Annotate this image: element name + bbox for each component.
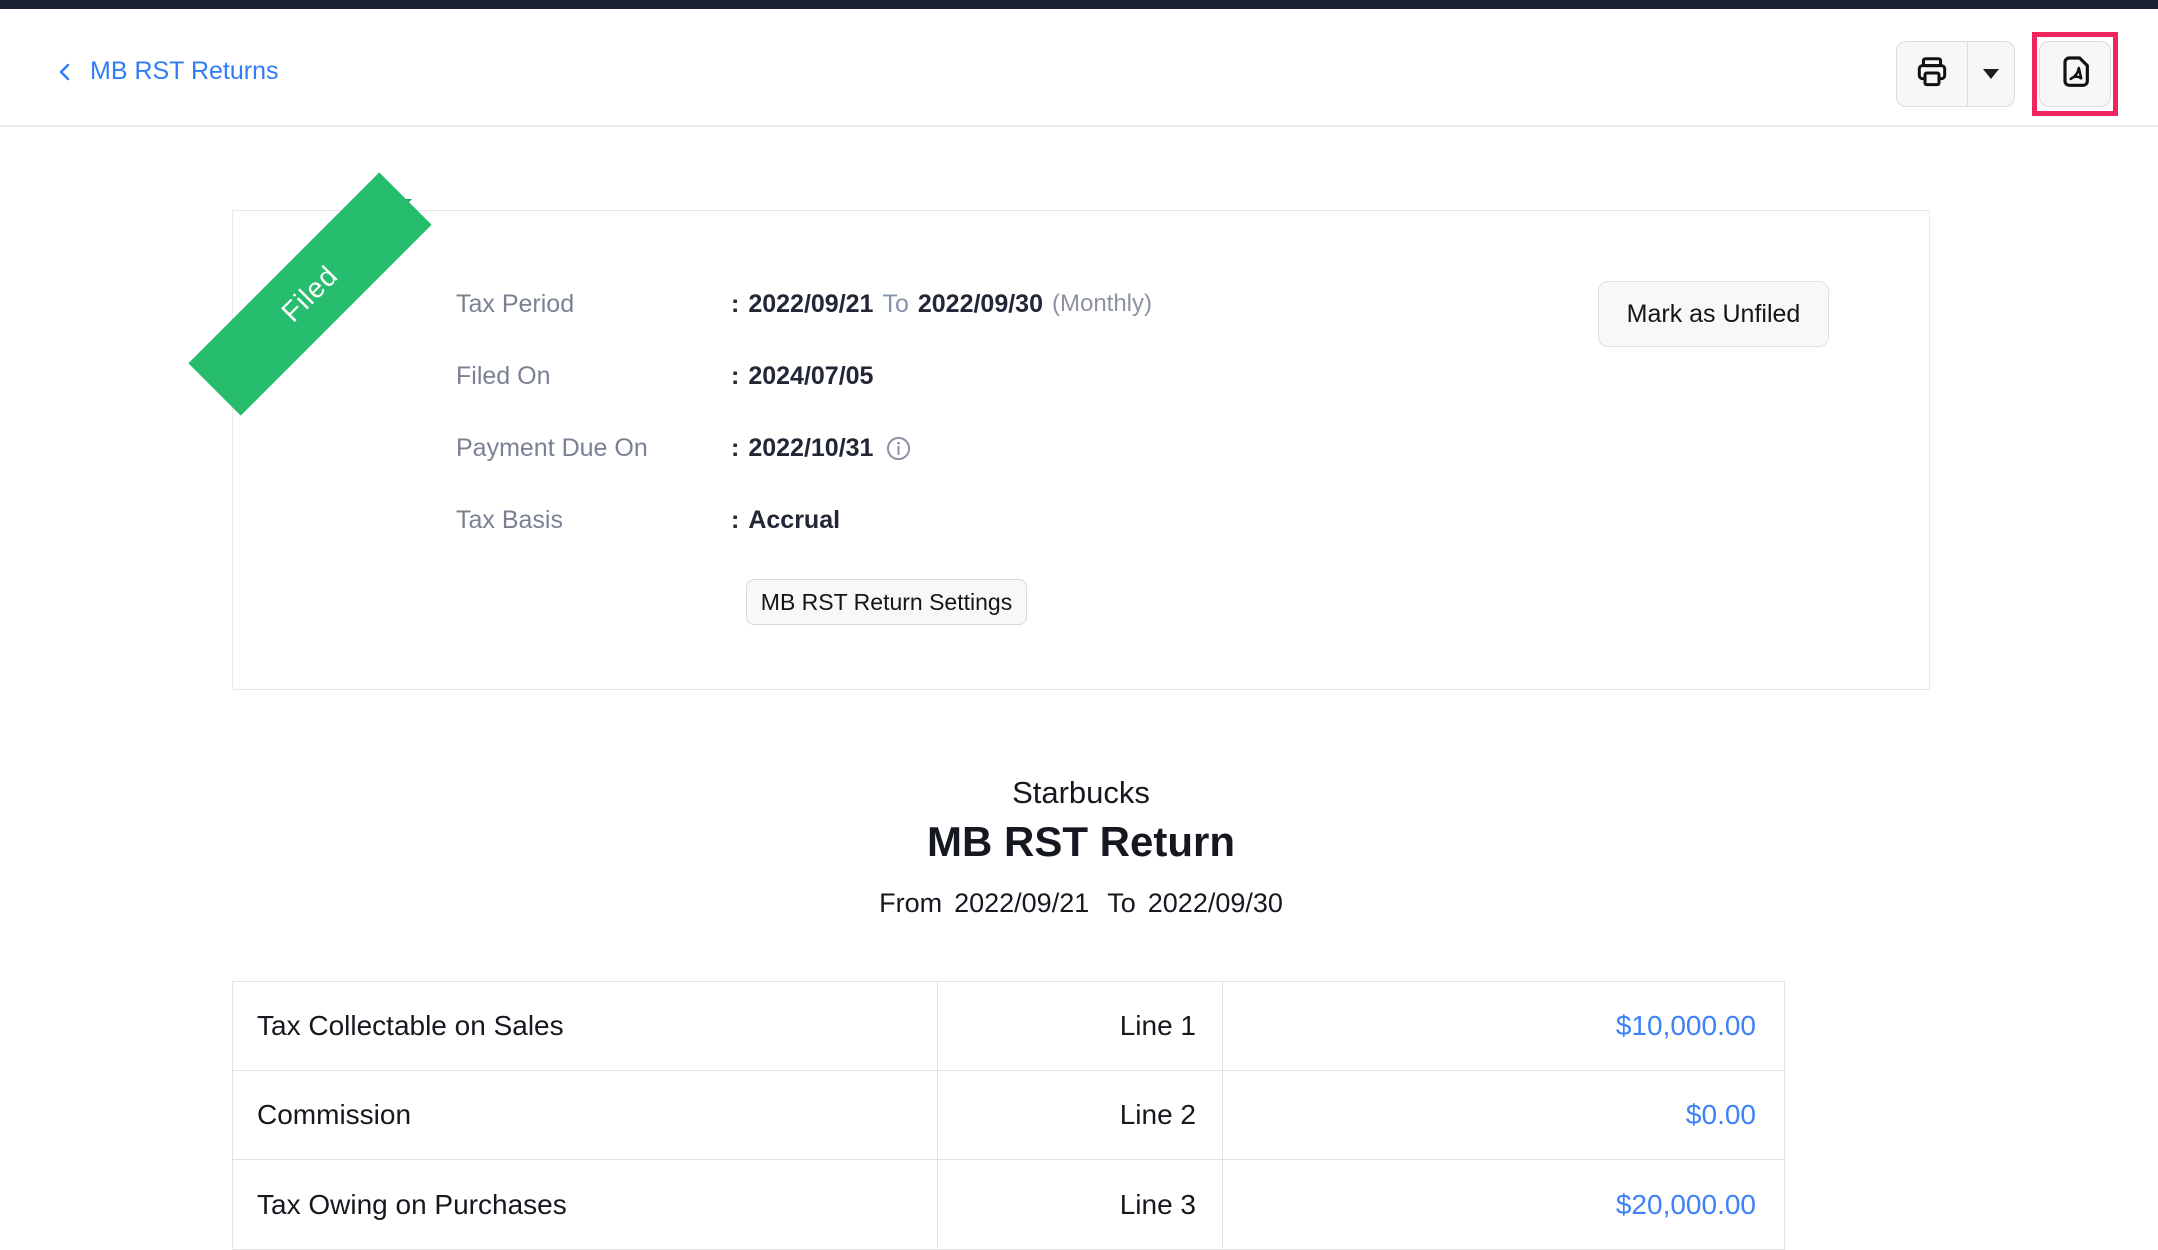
ribbon-fold: [399, 199, 412, 212]
annotation-highlight-box: [2032, 32, 2118, 116]
payment-due-date: 2022/10/31: [748, 433, 874, 462]
colon: :: [731, 361, 740, 390]
printer-icon: [1913, 53, 1951, 96]
filed-on-value: : 2024/07/05: [731, 362, 873, 391]
amount-link[interactable]: $10,000.00: [1615, 1010, 1756, 1041]
print-split-button: [1896, 41, 2015, 107]
tax-basis-value: : Accrual: [731, 506, 840, 535]
row-line-cell: Line 2: [938, 1071, 1223, 1159]
period-to-word: To: [1107, 888, 1136, 918]
pdf-file-icon: [2055, 52, 2095, 97]
status-ribbon-label: Filed: [275, 259, 344, 328]
colon: :: [731, 289, 740, 318]
chevron-left-icon: [54, 60, 78, 84]
row-amount-cell: $10,000.00: [1223, 982, 1784, 1070]
period-prefix: From: [879, 888, 943, 918]
table-row: Tax Owing on Purchases Line 3 $20,000.00: [233, 1160, 1784, 1249]
report-period: From 2022/09/21 To 2022/09/30: [232, 888, 1930, 919]
print-options-button[interactable]: [1968, 42, 2014, 106]
detail-row-payment-due: Payment Due On : 2022/10/31: [456, 429, 912, 467]
payment-due-label: Payment Due On: [456, 433, 648, 462]
row-line-cell: Line 1: [938, 982, 1223, 1070]
detail-row-filed-on: Filed On : 2024/07/05: [456, 357, 873, 395]
caret-down-icon: [1983, 69, 1999, 79]
detail-row-tax-basis: Tax Basis : Accrual: [456, 501, 840, 539]
row-amount-cell: $0.00: [1223, 1071, 1784, 1159]
filed-on-label: Filed On: [456, 361, 551, 390]
tax-period-to-word: To: [882, 289, 909, 318]
page-header: MB RST Returns: [0, 9, 2158, 127]
return-settings-button[interactable]: MB RST Return Settings: [746, 579, 1027, 625]
tax-basis-label: Tax Basis: [456, 505, 563, 534]
back-link-label: MB RST Returns: [90, 57, 279, 85]
tax-period-to: 2022/09/30: [917, 289, 1043, 318]
colon: :: [731, 433, 740, 462]
ribbon-fold: [219, 379, 232, 392]
detail-row-tax-period: Tax Period : 2022/09/21 To 2022/09/30 (M…: [456, 285, 1152, 323]
row-label-cell: Commission: [233, 1071, 938, 1159]
mark-as-unfiled-button[interactable]: Mark as Unfiled: [1598, 281, 1829, 347]
back-link[interactable]: MB RST Returns: [54, 57, 278, 86]
table-row: Tax Collectable on Sales Line 1 $10,000.…: [233, 982, 1784, 1071]
status-ribbon-band: Filed: [188, 172, 432, 416]
return-lines-table: Tax Collectable on Sales Line 1 $10,000.…: [232, 981, 1785, 1250]
colon: :: [731, 505, 740, 534]
tax-basis-text: Accrual: [748, 505, 841, 534]
period-to-date: 2022/09/30: [1147, 888, 1283, 918]
company-name: Starbucks: [1012, 775, 1150, 810]
period-from-date: 2022/09/21: [954, 888, 1090, 918]
print-button[interactable]: [1897, 42, 1968, 106]
filing-summary-card: Filed Tax Period : 2022/09/21 To 2022/09…: [188, 172, 1930, 690]
tax-period-label: Tax Period: [456, 289, 575, 318]
report-title: MB RST Return: [927, 818, 1235, 865]
export-pdf-button[interactable]: [2039, 41, 2111, 107]
amount-link[interactable]: $0.00: [1685, 1099, 1756, 1130]
info-circle-icon[interactable]: [885, 435, 912, 462]
tax-period-frequency: (Monthly): [1051, 290, 1153, 317]
table-row: Commission Line 2 $0.00: [233, 1071, 1784, 1160]
amount-link[interactable]: $20,000.00: [1615, 1188, 1756, 1220]
tax-period-value: : 2022/09/21 To 2022/09/30 (Monthly): [731, 290, 1152, 319]
tax-period-from: 2022/09/21: [748, 289, 874, 318]
window-top-strip: [0, 0, 2158, 9]
payment-due-value: : 2022/10/31: [731, 434, 912, 463]
row-amount-cell: $20,000.00: [1223, 1160, 1784, 1249]
row-label-cell: Tax Collectable on Sales: [233, 982, 938, 1070]
filed-ribbon: Filed: [188, 172, 432, 416]
filed-on-date: 2024/07/05: [748, 361, 874, 390]
row-label-cell: Tax Owing on Purchases: [233, 1160, 938, 1249]
row-line-cell: Line 3: [938, 1160, 1223, 1249]
